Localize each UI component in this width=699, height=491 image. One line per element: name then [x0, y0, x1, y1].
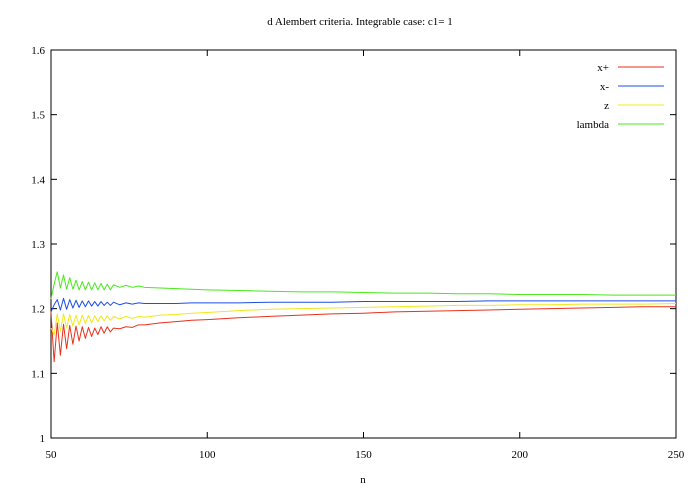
y-axis: 1 1.1 1.2 1.3 1.4 1.5 1.6	[31, 45, 676, 445]
series-layer	[50, 271, 677, 363]
y-tick-label: 1.4	[31, 174, 45, 186]
y-tick-label: 1.6	[31, 45, 45, 57]
y-tick-label: 1.2	[31, 304, 45, 316]
plot-area-frame	[50, 49, 677, 439]
x-axis: 50 100 150 200 250	[46, 50, 685, 461]
series-line-lambda	[50, 271, 676, 300]
legend-label: lambda	[577, 119, 609, 131]
series-line-x-	[50, 297, 676, 313]
x-tick-label: 100	[199, 449, 216, 461]
legend-label: x+	[597, 62, 609, 74]
legend-label: z	[604, 100, 609, 112]
legend-label: x-	[600, 81, 610, 93]
y-tick-label: 1.5	[31, 110, 45, 122]
y-tick-label: 1.1	[31, 368, 45, 380]
x-tick-label: 250	[668, 449, 685, 461]
series-line-x-	[50, 306, 676, 363]
x-tick-label: 200	[512, 449, 529, 461]
series-line-z	[50, 302, 677, 336]
y-tick-label: 1.3	[31, 239, 45, 251]
chart-title: d Alembert criteria. Integrable case: c1…	[267, 16, 452, 28]
y-tick-label: 1	[40, 433, 46, 445]
legend: x+ x-z lambda	[577, 62, 664, 131]
x-axis-label: n	[360, 474, 366, 486]
x-tick-label: 150	[355, 449, 372, 461]
x-tick-label: 50	[46, 449, 58, 461]
